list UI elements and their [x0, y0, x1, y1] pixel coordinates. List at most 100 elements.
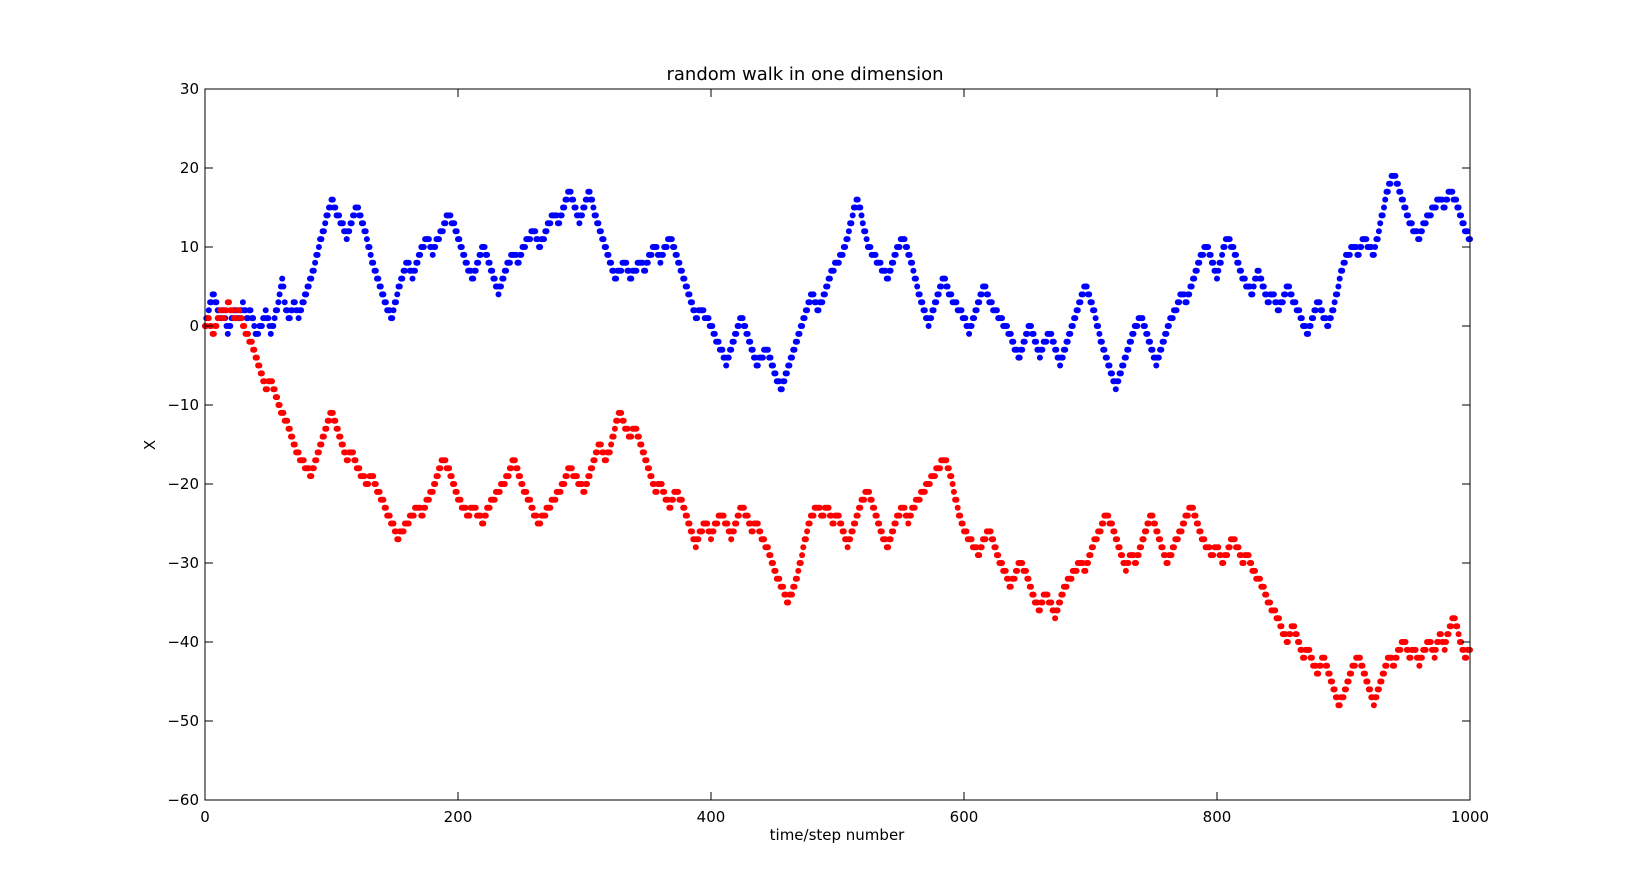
data-point	[522, 244, 528, 250]
data-point	[1019, 346, 1026, 353]
data-point	[561, 481, 568, 487]
data-point	[1296, 639, 1303, 645]
data-point	[472, 504, 479, 511]
data-point	[1464, 228, 1471, 235]
data-point	[931, 473, 938, 480]
data-point	[1069, 323, 1076, 329]
data-point	[1087, 552, 1094, 559]
data-point	[1122, 354, 1129, 361]
data-point	[352, 457, 359, 464]
data-point	[1215, 544, 1222, 551]
data-point	[1054, 607, 1061, 614]
data-point	[1135, 552, 1142, 559]
data-point	[890, 528, 897, 535]
data-point	[461, 251, 468, 258]
data-point	[543, 228, 550, 235]
data-point	[1002, 567, 1009, 574]
data-point	[1091, 307, 1098, 314]
data-point	[800, 544, 807, 551]
data-point	[857, 504, 864, 511]
data-point	[1171, 544, 1177, 551]
data-point	[1432, 204, 1439, 211]
data-point	[1307, 323, 1314, 329]
data-point	[1116, 544, 1123, 551]
data-point	[1233, 251, 1239, 258]
data-point	[1114, 536, 1121, 543]
data-point	[1370, 251, 1377, 258]
data-point	[1134, 323, 1141, 329]
data-point	[1343, 686, 1349, 693]
data-point	[258, 370, 265, 377]
data-point	[382, 299, 389, 306]
data-point	[730, 528, 737, 535]
data-point	[344, 457, 351, 464]
data-point	[785, 599, 792, 606]
data-point	[1449, 188, 1456, 195]
data-point	[948, 291, 955, 298]
data-point	[1392, 172, 1399, 179]
data-point	[643, 457, 650, 464]
data-point	[871, 504, 878, 511]
data-point	[988, 299, 995, 306]
data-point	[496, 488, 503, 495]
data-point	[595, 220, 602, 227]
data-point	[401, 267, 408, 274]
data-point	[1210, 552, 1217, 559]
data-point	[360, 220, 367, 227]
data-point	[735, 512, 742, 519]
data-point	[916, 291, 923, 298]
data-point	[221, 315, 227, 322]
data-point	[921, 488, 928, 495]
data-point	[386, 512, 393, 519]
data-point	[1117, 370, 1124, 377]
data-point	[542, 512, 549, 519]
data-point	[519, 481, 526, 487]
data-point	[794, 338, 800, 345]
y-tick-label: −40	[167, 633, 199, 651]
data-point	[1183, 299, 1190, 306]
data-point	[1141, 323, 1148, 329]
y-tick-label: 20	[180, 159, 199, 177]
data-point	[271, 386, 278, 393]
data-point	[1138, 544, 1145, 551]
data-point	[361, 473, 368, 480]
data-point	[422, 504, 429, 511]
data-point	[653, 488, 660, 495]
data-point	[1263, 591, 1270, 598]
data-point	[312, 259, 319, 266]
data-point	[1305, 330, 1312, 337]
data-point	[930, 307, 937, 314]
y-tick-label: −50	[167, 712, 199, 730]
data-point	[210, 330, 217, 337]
data-point	[1106, 362, 1113, 369]
data-point	[1463, 654, 1470, 661]
data-point	[394, 291, 401, 298]
data-point	[432, 244, 439, 250]
data-point	[1192, 512, 1199, 519]
data-point	[298, 307, 305, 314]
data-point	[1109, 370, 1115, 377]
data-point	[1096, 330, 1103, 337]
data-point	[957, 512, 964, 519]
data-point	[1431, 654, 1438, 661]
data-point	[786, 362, 793, 369]
data-point	[953, 496, 960, 503]
data-point	[356, 465, 363, 472]
data-point	[1379, 212, 1386, 219]
data-point	[1381, 204, 1387, 211]
data-point	[810, 512, 817, 519]
data-point	[744, 512, 751, 519]
data-point	[842, 244, 849, 250]
data-point	[1301, 654, 1308, 661]
data-point	[1356, 654, 1363, 661]
data-point	[255, 330, 262, 337]
data-point	[1375, 686, 1382, 693]
data-point	[389, 315, 396, 322]
data-point	[505, 473, 512, 480]
data-point	[1382, 196, 1389, 203]
x-tick-label: 800	[1203, 808, 1232, 826]
data-point	[668, 236, 675, 243]
data-point	[271, 315, 278, 322]
data-point	[1375, 228, 1382, 235]
data-point	[572, 204, 579, 211]
